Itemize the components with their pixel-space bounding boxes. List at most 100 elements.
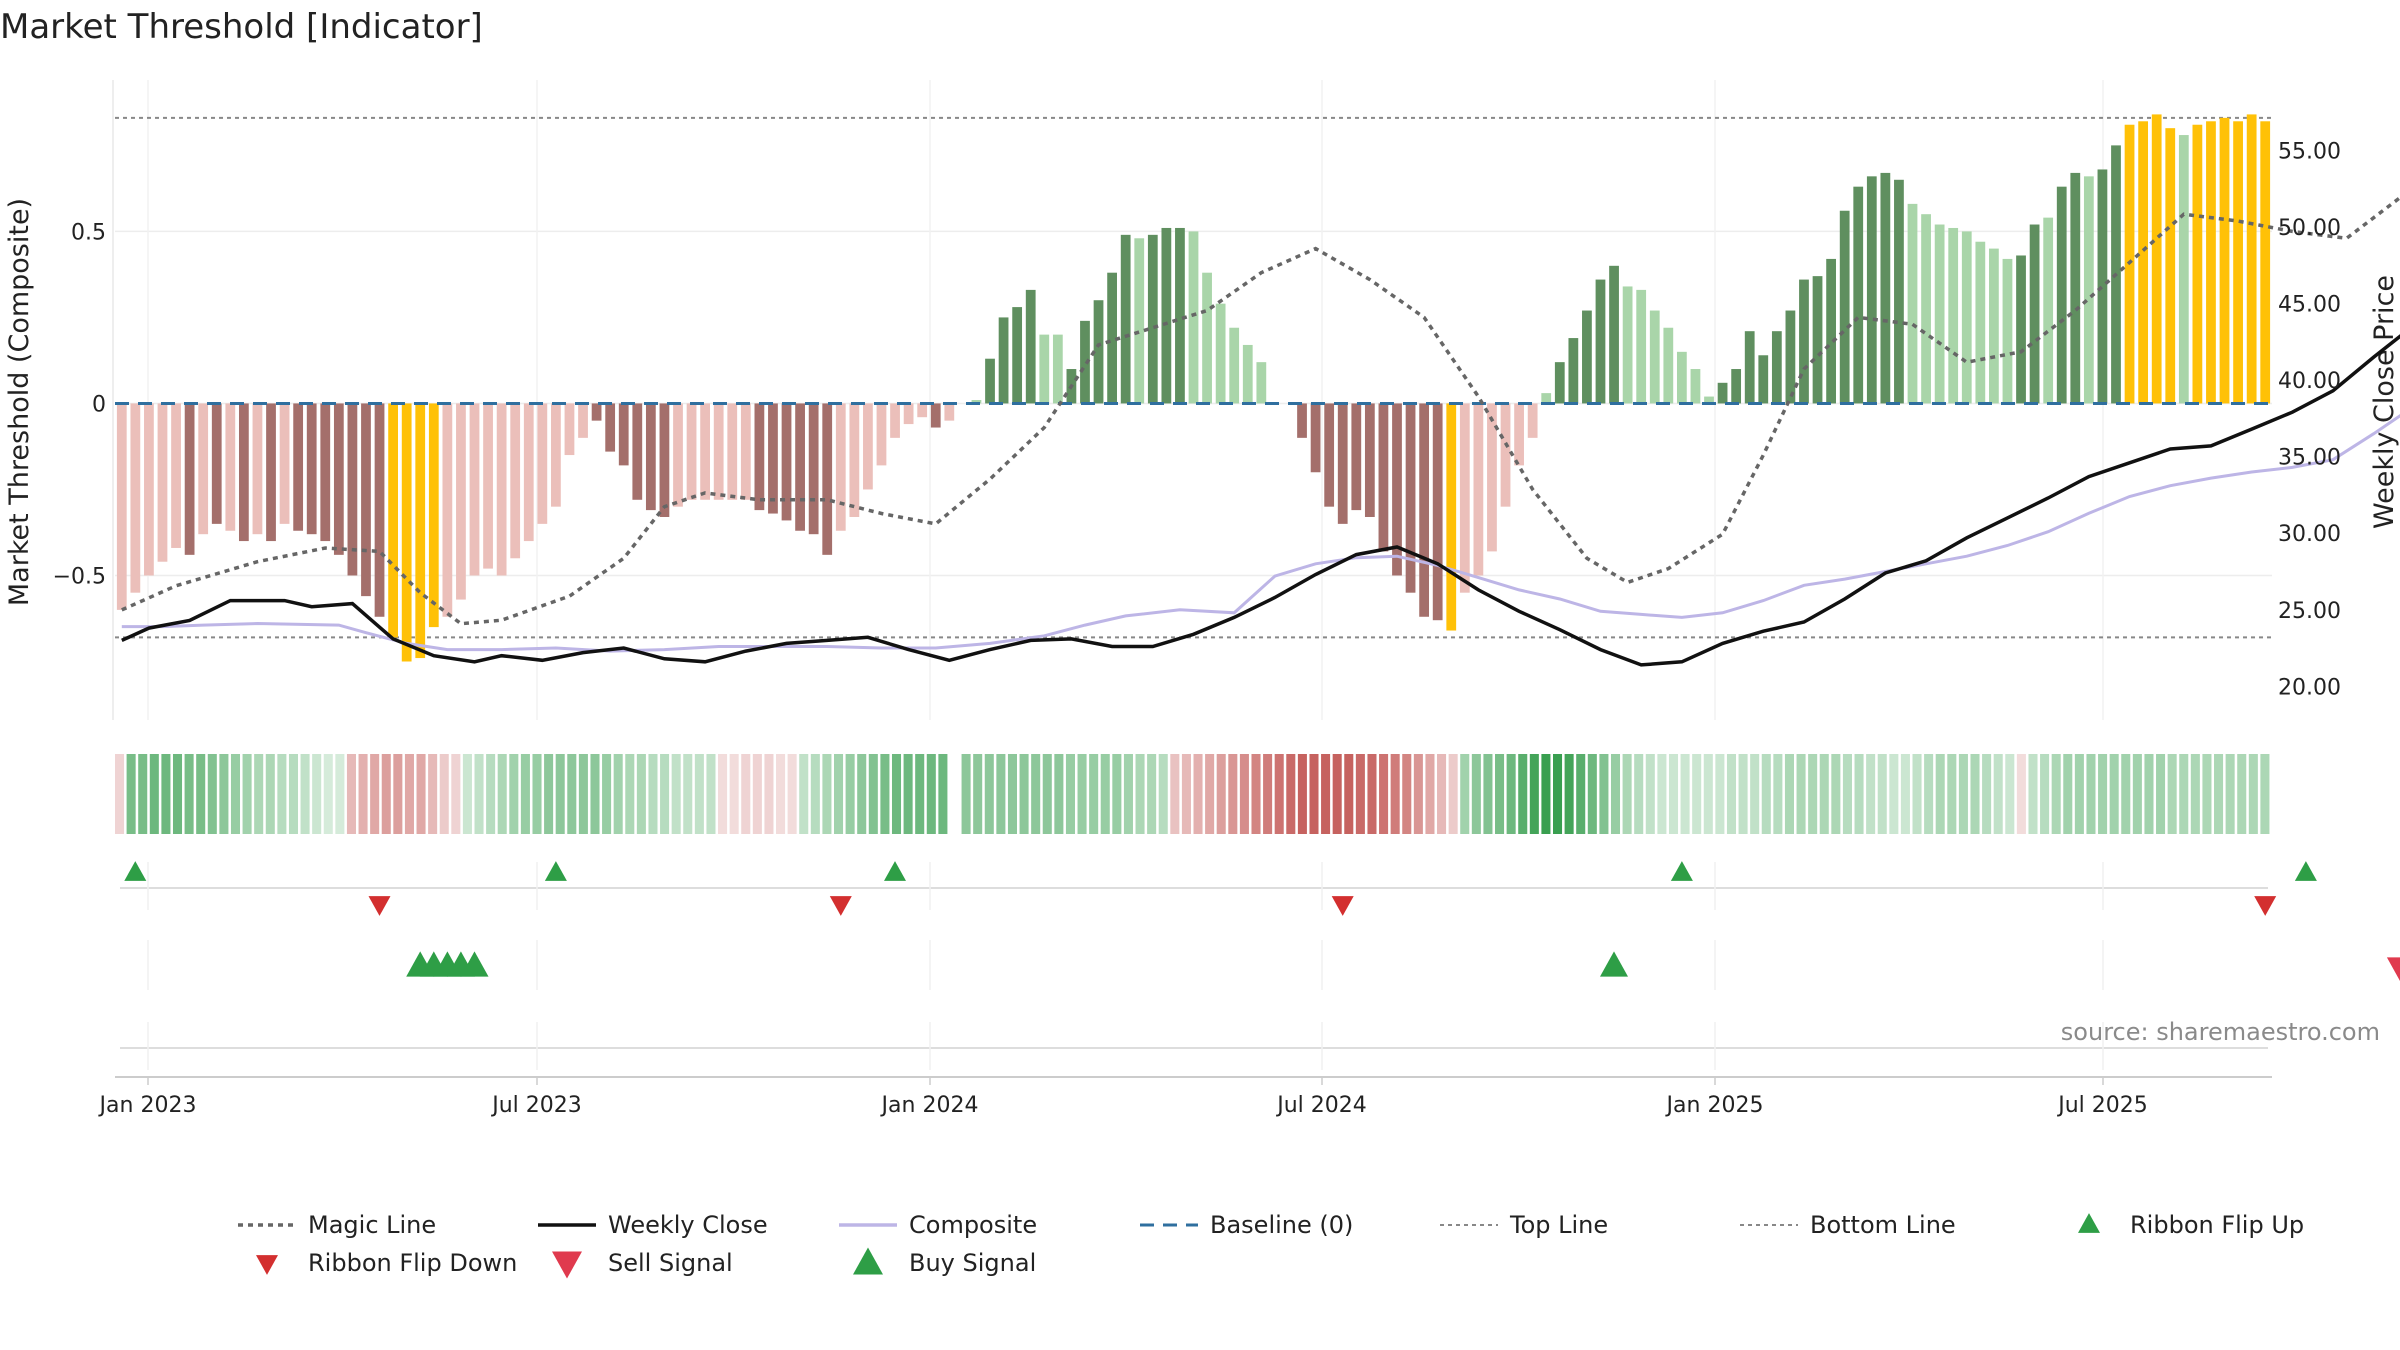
composite-bar [1527, 403, 1538, 438]
composite-bar [1744, 331, 1755, 404]
ribbon-cell [1889, 754, 1899, 834]
ribbon-cell [1100, 754, 1110, 834]
composite-bar [1554, 362, 1565, 404]
ribbon-cell [1193, 754, 1203, 834]
composite-bar [306, 403, 317, 535]
ribbon-cell [358, 754, 368, 834]
ribbon-cell [845, 754, 855, 834]
ribbon-cell [242, 754, 252, 834]
composite-bar [1649, 310, 1660, 404]
ribbon-cell [2005, 754, 2015, 834]
ribbon-cell [926, 754, 936, 834]
ribbon-cell [1703, 754, 1713, 834]
composite-bar [645, 403, 656, 511]
ribbon-cell [1935, 754, 1945, 834]
composite-bar [632, 403, 643, 500]
ribbon-cell [706, 754, 716, 834]
ribbon-cell [1297, 754, 1307, 834]
x-tick-label: Jul 2023 [490, 1093, 582, 1118]
composite-bar [1731, 369, 1742, 404]
composite-bar [768, 403, 778, 514]
ribbon-flip-up-marker [544, 861, 567, 881]
ribbon-cell [2144, 754, 2154, 834]
ribbon-cell [1425, 754, 1435, 834]
ribbon-cell [474, 754, 484, 834]
y-axis-left-label: Market Threshold (Composite) [4, 198, 35, 606]
ribbon-cell [277, 754, 287, 834]
ribbon-cell [938, 754, 948, 834]
ribbon-cell [1390, 754, 1400, 834]
legend-item: Top Line [1440, 1211, 1608, 1239]
composite-bar [1514, 403, 1524, 466]
ribbon-cell [462, 754, 472, 834]
composite-bar [998, 317, 1009, 404]
composite-bar [157, 403, 168, 562]
buy-signal-marker [460, 951, 489, 977]
composite-bar [510, 403, 521, 559]
ribbon-flip-up-marker [884, 861, 906, 881]
composite-bar [754, 403, 765, 511]
ribbon-cell [1158, 754, 1168, 834]
ribbon-cell [567, 754, 577, 834]
composite-bar [1446, 403, 1457, 631]
ribbon-cell [2063, 754, 2073, 834]
ribbon-cell [578, 754, 588, 834]
ribbon-flip-down-marker [1331, 896, 1354, 916]
ribbon-cell [1784, 754, 1794, 834]
ribbon-cell [857, 754, 867, 834]
composite-bar [415, 403, 426, 659]
composite-bar [144, 403, 154, 576]
legend-item: Ribbon Flip Up [2078, 1211, 2304, 1239]
ribbon-cell [1668, 754, 1679, 834]
composite-bar [1948, 227, 1959, 404]
legend-swatch [2078, 1213, 2100, 1233]
composite-bar [374, 403, 385, 617]
legend-item: Composite [839, 1211, 1037, 1239]
ribbon-cell [2051, 754, 2061, 834]
y-left-tick-label: −0.5 [53, 564, 106, 589]
ribbon-cell [1854, 754, 1864, 834]
ribbon-cell [1993, 754, 2003, 834]
composite-bar [2219, 117, 2230, 404]
ribbon-cell [2260, 754, 2270, 834]
composite-bar [1134, 238, 1145, 404]
legend-item: Bottom Line [1740, 1211, 1956, 1239]
ribbon-cell [428, 754, 438, 834]
ribbon-cell [184, 754, 194, 834]
composite-bar [428, 403, 439, 628]
ribbon-cell [822, 754, 832, 834]
buy-signal-marker [1600, 951, 1628, 977]
composite-bar [1894, 179, 1904, 404]
ribbon-cell [1228, 754, 1238, 834]
ribbon-cell [1344, 754, 1354, 834]
composite-bar [890, 403, 900, 438]
ribbon-cell [1958, 754, 1968, 834]
ribbon-cell [1529, 754, 1539, 834]
y-right-tick-label: 25.00 [2278, 599, 2341, 624]
ribbon-cell [613, 754, 623, 834]
ribbon-cell [1587, 754, 1597, 834]
composite-bar [1310, 403, 1321, 473]
legend-label: Bottom Line [1810, 1211, 1956, 1239]
composite-bar [1595, 279, 1606, 404]
composite-bar [537, 403, 548, 524]
y-right-tick-label: 45.00 [2278, 293, 2341, 318]
composite-bar [1622, 286, 1633, 404]
ribbon-cell [1506, 754, 1516, 834]
ribbon-cell [1112, 754, 1122, 834]
ribbon-cell [1877, 754, 1887, 834]
ribbon-cell [1309, 754, 1319, 834]
legend-label: Ribbon Flip Up [2130, 1211, 2304, 1239]
ribbon-cell [416, 754, 426, 834]
composite-bar [849, 403, 860, 517]
ribbon-cell [891, 754, 902, 834]
composite-bar [863, 403, 873, 490]
ribbon-cell [346, 754, 356, 834]
ribbon-cell [1610, 754, 1621, 834]
composite-bar [917, 403, 928, 418]
ribbon-cell [230, 754, 241, 834]
composite-bar [2260, 121, 2271, 404]
ribbon-cell [115, 754, 125, 834]
composite-bar [361, 403, 371, 597]
